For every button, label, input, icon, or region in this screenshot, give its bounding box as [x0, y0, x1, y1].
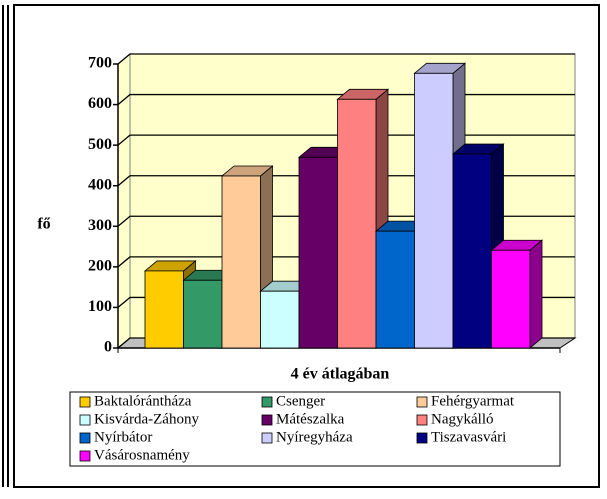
y-tick-label: 400 [88, 176, 112, 193]
legend-label: Nyíregyháza [276, 429, 353, 445]
legend-swatch [261, 396, 273, 408]
plot: 0 100 200 300 400 500 600 700 [88, 52, 577, 356]
bar [490, 239, 544, 349]
legend-label: Kisvárda-Záhony [94, 411, 199, 427]
y-tick-label: 600 [88, 95, 112, 112]
bar-front [260, 290, 300, 349]
x-axis-label: 4 év átlagában [291, 366, 390, 383]
bar [451, 143, 505, 349]
legend-swatch [416, 432, 428, 444]
y-tick-label: 300 [88, 217, 112, 234]
legend-label: Baktalórántháza [94, 393, 192, 409]
y-tick-label: 100 [88, 298, 112, 315]
chart-frame [13, 4, 600, 488]
y-tick-label: 200 [88, 258, 112, 275]
grid-line [117, 53, 575, 65]
bar-front [375, 230, 415, 349]
legend-swatch [416, 396, 428, 408]
y-tick-label: 0 [104, 339, 112, 356]
legend-label: Nyírbátor [94, 429, 152, 445]
legend-swatch [79, 450, 91, 462]
legend-swatch [79, 414, 91, 426]
legend-swatch [79, 396, 91, 408]
bar-front [491, 249, 531, 349]
legend-label: Vásárosnamény [94, 447, 190, 463]
bar-front [183, 279, 223, 349]
legend [69, 391, 561, 467]
bar-front [414, 72, 454, 349]
legend-swatch [261, 414, 273, 426]
bar-front [298, 156, 338, 349]
bar-front [452, 153, 492, 349]
y-axis-label: fő [37, 216, 50, 233]
legend-label: Fehérgyarmat [431, 393, 515, 409]
bar [182, 269, 236, 349]
bar-front [144, 270, 184, 349]
legend-label: Mátészalka [276, 411, 345, 427]
side-wall [117, 52, 131, 350]
y-tick-label: 700 [88, 55, 112, 72]
legend-label: Nagykálló [431, 411, 493, 427]
bar-side [529, 239, 543, 349]
bar-front [337, 98, 377, 349]
legend-swatch [416, 414, 428, 426]
y-tick-label: 500 [88, 136, 112, 153]
legend-swatch [79, 432, 91, 444]
legend-label: Tiszavasvári [431, 429, 506, 445]
bar-front [221, 175, 261, 349]
legend-label: Csenger [276, 393, 325, 409]
legend-swatch [261, 432, 273, 444]
